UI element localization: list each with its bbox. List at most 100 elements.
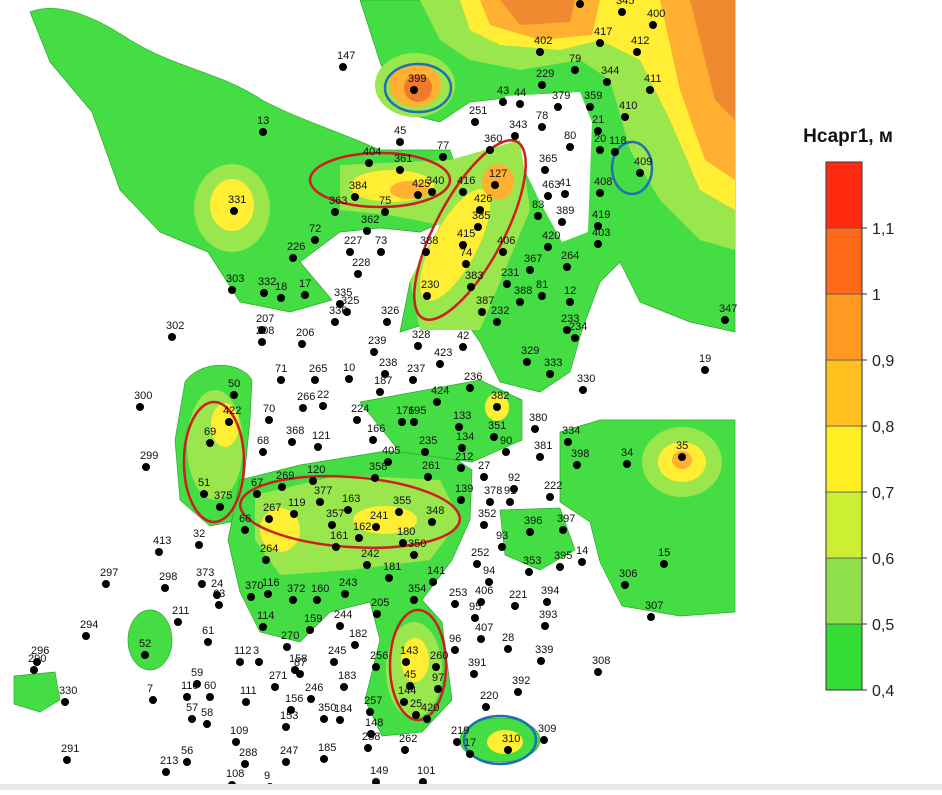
- well-label: 93: [496, 530, 508, 542]
- well-label: 253: [449, 587, 467, 599]
- well-label: 411: [644, 73, 662, 85]
- well-label: 227: [344, 235, 362, 247]
- legend-band: [825, 293, 863, 361]
- well-dot: [526, 528, 534, 536]
- well: 156: [285, 693, 303, 714]
- contour-region: [13, 671, 61, 713]
- well: 306: [619, 568, 637, 589]
- well: 401: [576, 0, 584, 8]
- well-label: 127: [489, 168, 507, 180]
- contour-region: [127, 609, 173, 671]
- legend-band: [825, 425, 863, 493]
- well-label: 264: [561, 250, 579, 262]
- well-dot: [331, 208, 339, 216]
- well: 10: [343, 362, 355, 383]
- well-label: 21: [592, 114, 604, 126]
- well-label: 298: [159, 571, 177, 583]
- well-dot: [414, 191, 422, 199]
- well: 185: [318, 742, 336, 763]
- well: 232: [491, 305, 509, 326]
- well-dot: [330, 658, 338, 666]
- well: 87: [294, 657, 306, 678]
- well-label: 57: [186, 702, 198, 714]
- well-label: 354: [408, 583, 426, 595]
- well-dot: [540, 736, 548, 744]
- well-label: 73: [375, 235, 387, 247]
- well-dot: [370, 348, 378, 356]
- well-dot: [200, 490, 208, 498]
- well-dot: [401, 746, 409, 754]
- well-label: 61: [202, 625, 214, 637]
- well: 395: [554, 550, 572, 571]
- well: 406: [475, 585, 493, 606]
- well-dot: [364, 744, 372, 752]
- well: 17: [299, 278, 311, 299]
- well-dot: [457, 496, 465, 504]
- well-label: 328: [412, 329, 430, 341]
- well-label: 271: [269, 670, 287, 682]
- well-label: 385: [472, 210, 490, 222]
- well-dot: [402, 658, 410, 666]
- well-label: 91: [504, 485, 516, 497]
- well: 424: [431, 385, 449, 406]
- well-label: 242: [361, 548, 379, 560]
- well-dot: [594, 127, 602, 135]
- well-label: 402: [534, 35, 552, 47]
- well: 57: [186, 702, 198, 723]
- well-label: 237: [407, 363, 425, 375]
- well: 119: [288, 497, 306, 518]
- well-dot: [491, 181, 499, 189]
- well-dot: [195, 541, 203, 549]
- well-label: 378: [484, 485, 502, 497]
- legend-tick-label: 0,8: [872, 419, 894, 436]
- well: 182: [349, 628, 367, 649]
- well-label: 291: [61, 743, 79, 755]
- well: 396: [524, 515, 542, 536]
- well-label: 17: [464, 737, 476, 749]
- well: 184: [334, 703, 352, 724]
- well-label: 222: [544, 480, 562, 492]
- well-label: 184: [334, 703, 352, 715]
- well-label: 339: [535, 644, 553, 656]
- well-dot: [381, 370, 389, 378]
- well-dot: [490, 433, 498, 441]
- well: 353: [523, 555, 541, 576]
- well: 238: [379, 357, 397, 378]
- well-label: 347: [719, 303, 737, 315]
- well-dot: [230, 207, 238, 215]
- well-dot: [458, 444, 466, 452]
- well-label: 90: [500, 435, 512, 447]
- well: 348: [426, 505, 444, 526]
- well-dot: [422, 248, 430, 256]
- well-dot: [336, 300, 344, 308]
- well: 269: [276, 470, 294, 491]
- well: 243: [339, 577, 357, 598]
- well-dot: [354, 270, 362, 278]
- well: 17: [464, 737, 476, 758]
- well-label: 397: [557, 513, 575, 525]
- legend-tick-label: 1,1: [872, 221, 894, 238]
- well-dot: [477, 598, 485, 606]
- well-label: 306: [619, 568, 637, 580]
- well-label: 153: [280, 710, 298, 722]
- well-label: 139: [455, 483, 473, 495]
- well-dot: [566, 143, 574, 151]
- well-dot: [232, 738, 240, 746]
- well-dot: [534, 212, 542, 220]
- well: 363: [329, 195, 347, 216]
- well: 68: [257, 435, 269, 456]
- well: 399: [408, 73, 426, 94]
- well-label: 419: [592, 209, 610, 221]
- well-label: 331: [228, 194, 246, 206]
- well-label: 352: [478, 508, 496, 520]
- well-label: 384: [349, 180, 367, 192]
- well: 160: [311, 583, 329, 604]
- well-label: 118: [609, 135, 627, 147]
- well-dot: [298, 340, 306, 348]
- well-label: 244: [334, 609, 352, 621]
- well-dot: [467, 283, 475, 291]
- well-label: 206: [296, 327, 314, 339]
- well-dot: [543, 598, 551, 606]
- well-label: 350: [408, 538, 426, 550]
